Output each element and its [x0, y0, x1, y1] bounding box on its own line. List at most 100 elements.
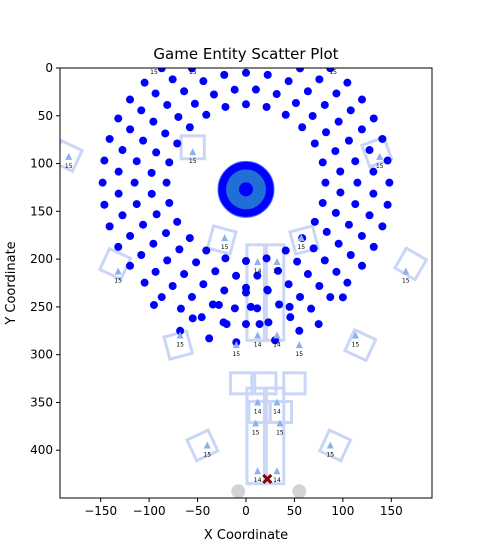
entity-dot-21	[298, 123, 307, 132]
entity-dot-157	[188, 314, 197, 323]
entity-dot-5	[262, 254, 271, 263]
unit-marker-18	[254, 398, 262, 406]
entity-dot-38	[147, 168, 156, 177]
x-tick-label-50: 50	[287, 504, 302, 518]
entity-dot-154	[246, 302, 255, 311]
entity-dot-29	[274, 266, 283, 275]
unit-label-17: 15	[352, 342, 360, 349]
entity-dot-117	[383, 200, 392, 209]
unit-marker-24	[254, 467, 262, 475]
entity-dot-135	[100, 200, 109, 209]
entity-dot-34	[175, 245, 184, 254]
entity-dot-77	[263, 70, 272, 79]
chart-title: Game Entity Scatter Plot	[153, 45, 338, 63]
entity-dot-99	[126, 231, 135, 240]
entity-dot-103	[118, 146, 127, 155]
unit-label-25: 14	[273, 477, 281, 484]
unit-marker-21	[276, 419, 284, 427]
target-marker	[217, 160, 275, 218]
building-17	[317, 428, 353, 463]
entity-dot-42	[190, 99, 199, 108]
entity-dot-52	[353, 178, 362, 187]
entity-dot-66	[139, 220, 148, 229]
entity-dot-161	[149, 300, 158, 309]
entity-dot-8	[202, 246, 211, 255]
entity-dot-44	[230, 85, 239, 94]
entity-dot-47	[291, 99, 300, 108]
entity-dot-107	[168, 75, 177, 84]
entity-dot-80	[320, 100, 329, 109]
entity-dot-31	[232, 271, 241, 280]
entity-dot-18	[242, 100, 250, 109]
entity-dot-74	[199, 77, 208, 86]
unit-marker-6	[221, 234, 229, 242]
entity-dot-58	[284, 280, 293, 289]
entity-dot-120	[357, 261, 366, 270]
unit-marker-22	[203, 441, 211, 449]
entity-dot-32	[211, 267, 220, 276]
entity-dot-6	[242, 257, 250, 266]
entity-dot-45	[251, 85, 260, 94]
entity-dot-142	[157, 68, 166, 73]
entity-dot-53	[351, 200, 360, 209]
unit-label-24: 14	[254, 477, 262, 484]
entity-dot-67	[132, 200, 141, 209]
unit-label-6: 15	[221, 244, 229, 251]
y-axis: 0 50 100 150 200 250 300 350 400	[30, 61, 60, 457]
entity-dot-15	[185, 123, 194, 132]
entity-dot-121	[343, 278, 352, 287]
entity-dot-109	[296, 68, 305, 73]
entity-dot-13	[165, 158, 174, 167]
entity-dot-76	[242, 68, 250, 77]
entity-dot-81	[334, 117, 343, 126]
player-marker	[262, 473, 273, 484]
building-15	[342, 327, 378, 363]
y-tick-label-0: 0	[45, 61, 53, 75]
entity-dot-136	[98, 178, 107, 187]
unit-marker-12	[176, 331, 184, 339]
building-14	[162, 329, 195, 362]
entity-dot-133	[114, 242, 123, 251]
unit-label-22: 15	[203, 451, 211, 458]
building-4	[229, 371, 254, 396]
entity-dot-131	[140, 278, 149, 287]
entity-dot-27	[309, 244, 318, 253]
entity-dot-114	[365, 146, 374, 155]
unit-label-16: 15	[295, 351, 303, 358]
unit-label-13: 15	[232, 351, 240, 358]
entity-dot-134	[105, 222, 114, 231]
entity-dot-97	[151, 267, 160, 276]
entity-dot-125	[264, 318, 273, 327]
unit-marker-0	[65, 152, 73, 160]
building-5	[253, 371, 278, 396]
entity-dot-143	[326, 68, 335, 73]
unit-label-10: 14	[254, 268, 262, 275]
entity-dot-86	[357, 231, 366, 240]
entity-dot-126	[242, 320, 250, 329]
entity-dot-75	[220, 70, 229, 79]
entity-dot-123	[307, 304, 316, 313]
x-tick-label--100: −100	[133, 504, 166, 518]
entity-dot-116	[385, 178, 394, 187]
unit-marker-19	[273, 398, 281, 406]
building-8	[179, 134, 206, 161]
entity-dot-55	[334, 239, 343, 248]
unit-marker-23	[326, 441, 334, 449]
entity-dot-40	[161, 129, 170, 138]
entity-dot-88	[332, 267, 341, 276]
entity-dot-64	[163, 256, 172, 265]
entity-dot-85	[365, 211, 374, 220]
entity-dot-20	[281, 110, 290, 119]
unit-marker-16	[295, 341, 303, 349]
y-tick-label-200: 200	[30, 252, 53, 266]
unit-marker-9	[402, 267, 410, 275]
entity-dot-113	[357, 125, 366, 134]
unit-label-21: 15	[276, 429, 284, 436]
entity-dot-33	[192, 258, 201, 267]
entity-dot-115	[369, 167, 378, 176]
entity-dot-83	[351, 157, 360, 166]
unit-marker-15	[273, 331, 281, 339]
entity-dot-0	[321, 178, 330, 187]
entity-dot-69	[132, 157, 141, 166]
